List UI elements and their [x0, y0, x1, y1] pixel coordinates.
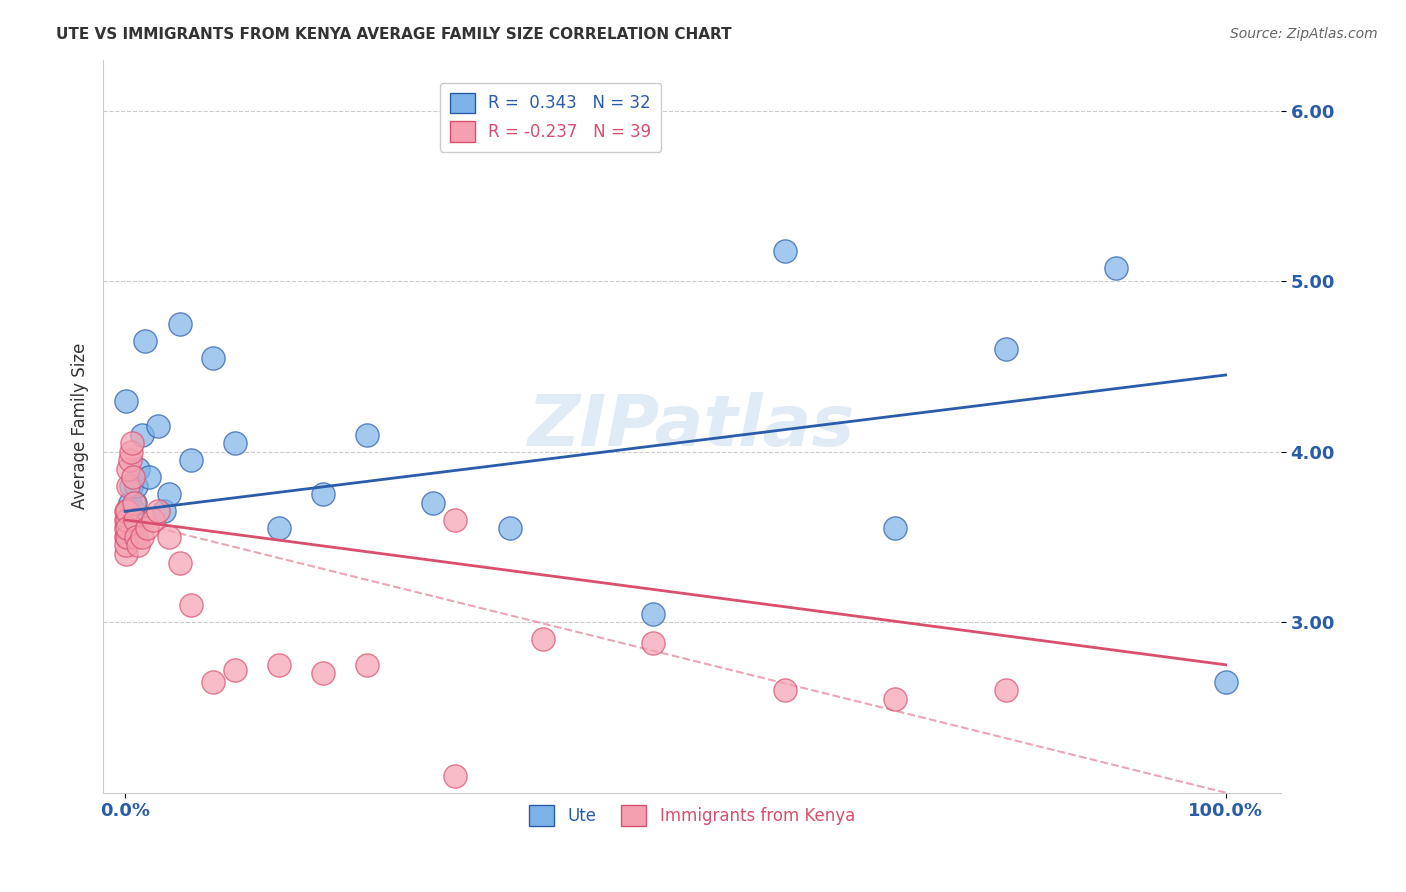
Point: [115, 521, 138, 535]
Point: [169, 317, 191, 331]
Point: [117, 479, 139, 493]
Point: [157, 487, 180, 501]
Point: [643, 607, 665, 621]
Point: [121, 521, 143, 535]
Point: [356, 657, 378, 672]
Point: [120, 444, 142, 458]
Point: [884, 521, 907, 535]
Point: [127, 539, 149, 553]
Point: [422, 496, 444, 510]
Point: [117, 462, 139, 476]
Point: [444, 769, 467, 783]
Point: [117, 504, 139, 518]
Point: [269, 521, 291, 535]
Point: [202, 674, 225, 689]
Point: [142, 513, 165, 527]
Point: [312, 487, 335, 501]
Point: [115, 539, 138, 553]
Point: [499, 521, 522, 535]
Point: [124, 496, 146, 510]
Point: [117, 530, 139, 544]
Point: [125, 479, 148, 493]
Point: [169, 556, 191, 570]
Point: [121, 513, 143, 527]
Point: [115, 530, 138, 544]
Point: [1104, 260, 1126, 275]
Point: [202, 351, 225, 365]
Text: Source: ZipAtlas.com: Source: ZipAtlas.com: [1230, 27, 1378, 41]
Point: [120, 479, 142, 493]
Point: [118, 496, 141, 510]
Point: [775, 683, 797, 698]
Point: [117, 513, 139, 527]
Point: [775, 244, 797, 258]
Point: [115, 504, 138, 518]
Point: [157, 530, 180, 544]
Point: [115, 547, 138, 561]
Point: [152, 504, 174, 518]
Point: [124, 513, 146, 527]
Point: [122, 496, 145, 510]
Point: [118, 453, 141, 467]
Text: UTE VS IMMIGRANTS FROM KENYA AVERAGE FAMILY SIZE CORRELATION CHART: UTE VS IMMIGRANTS FROM KENYA AVERAGE FAM…: [56, 27, 733, 42]
Point: [121, 470, 143, 484]
Point: [994, 683, 1017, 698]
Point: [117, 513, 139, 527]
Point: [884, 692, 907, 706]
Point: [356, 427, 378, 442]
Point: [136, 521, 159, 535]
Point: [125, 530, 148, 544]
Point: [312, 666, 335, 681]
Legend: Ute, Immigrants from Kenya: Ute, Immigrants from Kenya: [519, 796, 865, 836]
Point: [994, 343, 1017, 357]
Point: [134, 334, 156, 348]
Point: [1215, 674, 1237, 689]
Point: [122, 504, 145, 518]
Point: [131, 530, 153, 544]
Point: [180, 598, 202, 612]
Point: [643, 635, 665, 649]
Point: [131, 427, 153, 442]
Point: [146, 419, 169, 434]
Point: [115, 393, 138, 408]
Point: [224, 436, 246, 450]
Text: ZIPatlas: ZIPatlas: [529, 392, 856, 460]
Point: [138, 470, 160, 484]
Point: [531, 632, 554, 647]
Point: [444, 513, 467, 527]
Point: [121, 436, 143, 450]
Point: [180, 453, 202, 467]
Point: [117, 521, 139, 535]
Point: [127, 462, 149, 476]
Point: [269, 657, 291, 672]
Y-axis label: Average Family Size: Average Family Size: [72, 343, 89, 509]
Point: [115, 513, 138, 527]
Point: [224, 663, 246, 677]
Point: [117, 530, 139, 544]
Point: [146, 504, 169, 518]
